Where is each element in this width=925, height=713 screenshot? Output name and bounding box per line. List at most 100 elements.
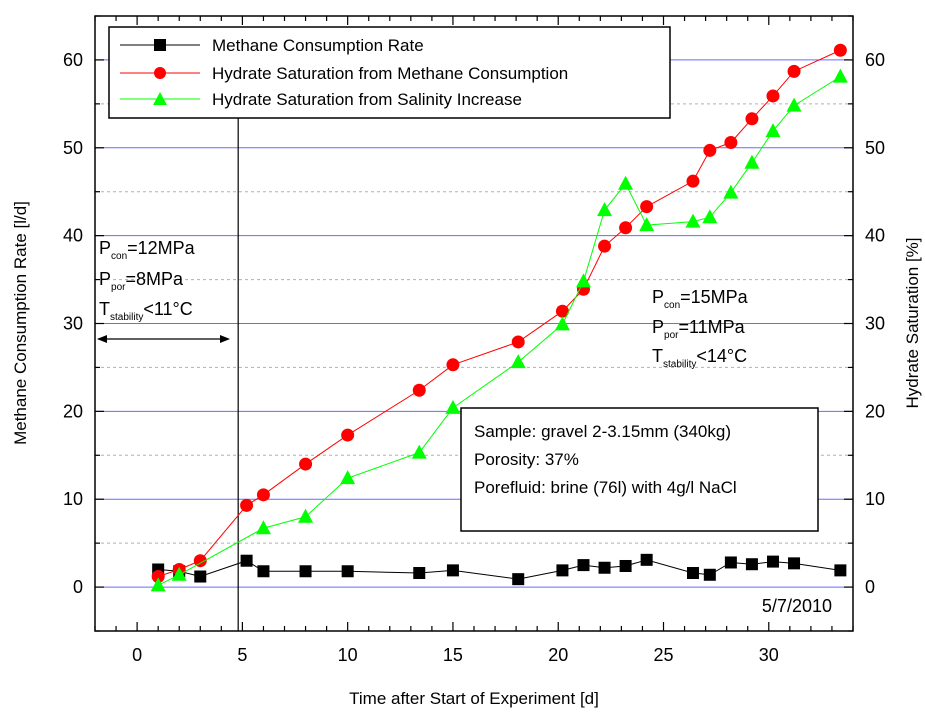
data-point-triangle [786,97,802,112]
y-tick-label: 0 [73,577,83,597]
data-point-circle [766,89,780,103]
data-point-circle [555,304,569,318]
annotation-right-block: Pcon=15MPa Ppor=11MPa Tstability<14°C [652,287,749,370]
legend-item-hydrate-salinity: Hydrate Saturation from Salinity Increas… [120,90,522,109]
data-point-triangle [832,68,848,83]
data-point-square [413,567,426,580]
data-point-circle [446,358,460,372]
data-point-triangle [340,470,356,485]
data-point-circle [193,554,207,568]
y-tick-label: 20 [63,401,83,421]
data-point-triangle [575,273,591,288]
data-point-circle [341,428,355,442]
annotation-p-con: Pcon=15MPa [652,287,749,311]
data-point-square [640,553,653,566]
series-line [158,559,841,580]
data-point-circle [240,498,254,512]
data-point-triangle [723,184,739,199]
data-point-circle [598,239,612,253]
data-point-triangle [171,566,187,581]
data-point-triangle [744,154,760,169]
data-point-square [788,557,801,570]
data-point-square [703,568,716,581]
data-point-square [240,554,253,567]
legend-label: Methane Consumption Rate [212,36,424,55]
data-point-square [686,567,699,580]
x-tick-label: 25 [653,645,673,665]
data-point-square [766,555,779,568]
data-point-square [724,556,737,569]
data-point-circle [745,112,759,126]
annotation-left-block: Pcon=12MPa Ppor=8MPa Tstability<11°C [97,238,230,343]
x-tick-label: 15 [443,645,463,665]
annotation-p-con: Pcon=12MPa [99,238,196,262]
y-tick-label: 50 [63,138,83,158]
data-point-square [194,570,207,583]
data-point-circle [511,335,525,349]
tick-layer: 0 5 10 15 20 25 30 0 10 20 30 40 50 60 0 10 20 30 40 50 60 [63,15,885,665]
x-tick-label: 0 [132,645,142,665]
data-point-square [577,559,590,572]
data-point-triangle [765,123,781,138]
y2-tick-label: 0 [865,577,875,597]
data-point-triangle [510,354,526,369]
data-point-triangle [255,520,271,535]
y2-axis-title: Hydrate Saturation [%] [903,237,922,408]
x-axis-title: Time after Start of Experiment [d] [349,689,599,708]
legend-box [108,26,671,119]
legend-label: Hydrate Saturation from Methane Consumpt… [212,64,568,83]
x-tick-label: 30 [759,645,779,665]
data-point-square [257,565,270,578]
annotation-t-stability: Tstability<11°C [99,299,193,323]
data-point-square [834,564,847,577]
data-point-square [299,565,312,578]
y-axis-title: Methane Consumption Rate [l/d] [11,201,30,445]
data-point-square [446,564,459,577]
x-tick-label: 5 [237,645,247,665]
data-point-triangle [445,399,461,414]
y2-tick-label: 20 [865,401,885,421]
data-point-square [341,565,354,578]
data-point-square [512,573,525,586]
sample-info-box: Sample: gravel 2-3.15mm (340kg) Porosity… [460,407,819,532]
series-2 [151,43,847,584]
arrow-head-right [220,335,230,343]
legend-label: Hydrate Saturation from Salinity Increas… [212,90,522,109]
legend-circle-marker [154,67,166,79]
y2-tick-label: 60 [865,50,885,70]
porefluid-line: Porefluid: brine (76l) with 4g/l NaCl [474,478,737,497]
data-point-triangle [411,444,427,459]
y2-tick-label: 40 [865,226,885,246]
series-1 [152,553,847,586]
x-tick-label: 20 [548,645,568,665]
plot-frame [94,15,854,632]
data-point-circle [787,64,801,78]
legend: Methane Consumption Rate Hydrate Saturat… [108,26,671,119]
y2-tick-label: 30 [865,314,885,334]
data-point-circle [619,221,633,235]
sample-line: Sample: gravel 2-3.15mm (340kg) [474,422,731,441]
date-label: 5/7/2010 [762,596,832,616]
data-point-circle [412,383,426,397]
sample-box-frame [460,407,819,532]
series-line [158,49,841,578]
y-tick-label: 10 [63,489,83,509]
data-point-circle [703,143,717,157]
legend-item-hydrate-methane: Hydrate Saturation from Methane Consumpt… [120,64,568,83]
data-point-triangle [618,175,634,190]
y-tick-label: 60 [63,50,83,70]
y-tick-label: 40 [63,226,83,246]
series-3 [150,68,848,592]
y2-tick-label: 10 [865,489,885,509]
annotation-t-stability: Tstability<14°C [652,346,747,370]
x-tick-label: 10 [338,645,358,665]
legend-item-methane-rate: Methane Consumption Rate [120,36,424,55]
double-arrow [97,335,230,343]
data-point-triangle [639,217,655,232]
data-point-square [745,558,758,571]
data-point-circle [256,488,270,502]
data-point-circle [686,174,700,188]
y-tick-label: 30 [63,314,83,334]
